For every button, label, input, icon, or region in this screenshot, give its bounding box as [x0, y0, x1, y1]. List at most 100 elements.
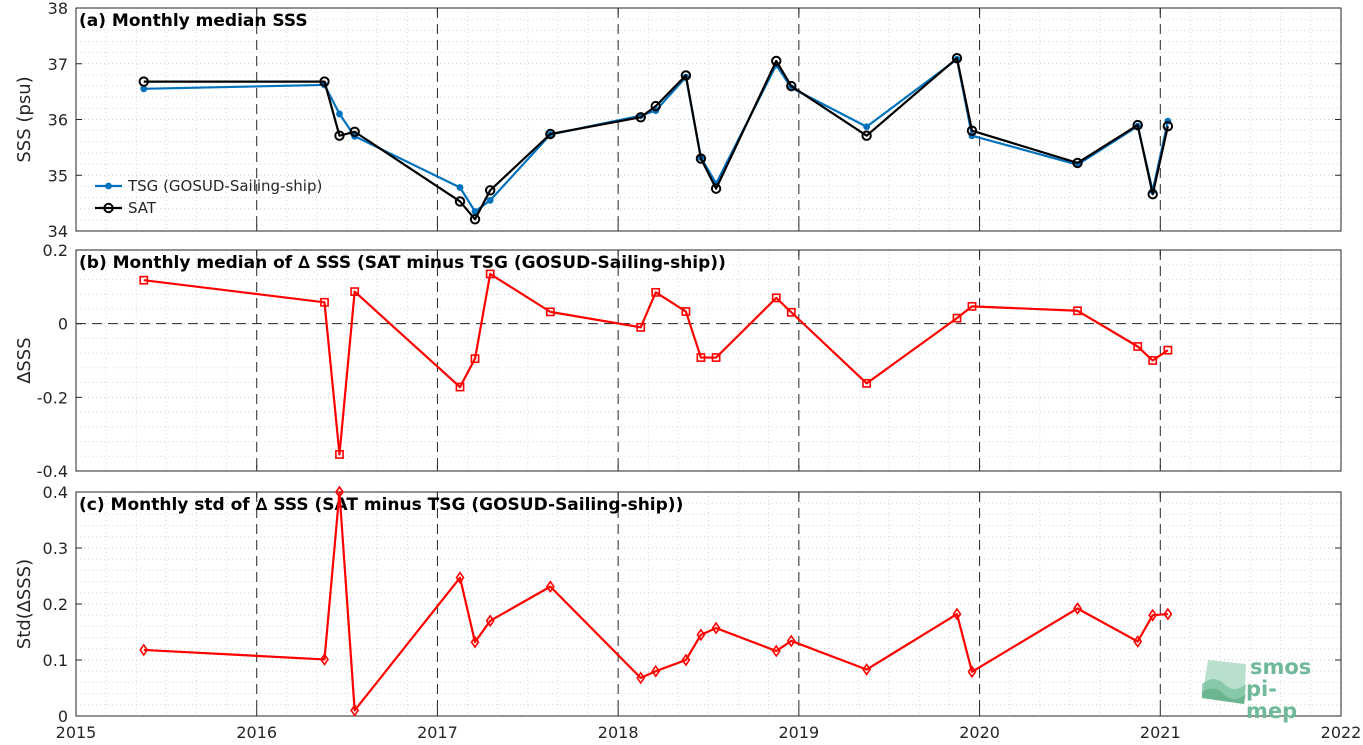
data-point — [320, 653, 329, 666]
data-point — [336, 110, 343, 118]
panel-title: (a) Monthly median SSS — [79, 11, 308, 31]
xtick-label: 2020 — [959, 723, 1000, 742]
y-axis-label: SSS (psu) — [14, 76, 35, 162]
ytick-label: 0.4 — [43, 483, 68, 502]
data-point — [349, 126, 360, 137]
data-point — [710, 183, 722, 194]
ytick-label: 0.2 — [43, 595, 68, 614]
data-point — [711, 353, 721, 362]
data-point — [771, 293, 781, 303]
data-point — [320, 297, 329, 307]
ytick-label: -0.2 — [37, 388, 68, 407]
series-line — [143, 57, 1169, 221]
legend-label: SAT — [128, 199, 157, 217]
data-point — [139, 275, 149, 285]
data-point — [862, 378, 872, 388]
xtick-label: 2017 — [417, 723, 458, 742]
data-point — [484, 185, 496, 196]
logo-waves-icon — [1202, 660, 1246, 704]
xtick-label: 2016 — [236, 723, 277, 742]
data-point — [1133, 342, 1143, 351]
legend-marker — [103, 202, 114, 214]
data-point — [455, 571, 465, 585]
data-point — [1163, 607, 1173, 621]
ytick-label: 0.2 — [43, 241, 68, 260]
xtick-label: 2015 — [56, 723, 97, 742]
ytick-label: 0.3 — [43, 539, 68, 558]
ytick-label: 0 — [58, 707, 68, 726]
ytick-label: 35 — [48, 166, 68, 185]
data-point — [967, 665, 977, 679]
data-point — [454, 196, 466, 207]
series-sat — [138, 52, 1174, 225]
data-point — [651, 664, 661, 678]
data-point — [455, 382, 465, 392]
xtick-label: 2019 — [778, 723, 819, 742]
data-point — [862, 663, 872, 676]
data-point — [139, 643, 149, 657]
data-point — [681, 653, 691, 667]
smos-pi-mep-logo: smos pi-mep — [1198, 654, 1318, 722]
data-point — [456, 184, 464, 191]
ytick-label: -0.4 — [37, 462, 68, 481]
data-point — [967, 301, 977, 311]
data-point — [334, 130, 345, 141]
data-point — [1132, 119, 1143, 131]
data-point — [471, 208, 479, 215]
data-point — [636, 322, 646, 332]
data-point — [635, 112, 646, 123]
data-point — [650, 100, 661, 112]
series-line — [143, 272, 1169, 456]
data-point — [861, 130, 872, 141]
data-point — [350, 704, 360, 717]
legend-label: TSG (GOSUD-Sailing-ship) — [127, 177, 322, 195]
ytick-label: 36 — [48, 111, 68, 130]
legend-marker — [105, 182, 112, 190]
data-point — [138, 76, 149, 87]
data-point — [1162, 120, 1174, 132]
logo-text-pi-mep: pi-mep — [1246, 677, 1298, 723]
ytick-label: 34 — [48, 222, 68, 241]
y-axis-label: Std(∆SSS) — [14, 559, 35, 649]
ytick-label: 38 — [48, 0, 68, 18]
data-point — [1133, 635, 1143, 648]
data-point — [350, 287, 360, 297]
axes-box — [75, 249, 1342, 472]
data-point — [469, 214, 481, 225]
data-point — [651, 287, 661, 297]
data-point — [1148, 356, 1158, 365]
series-panel-b — [139, 269, 1173, 459]
data-point — [1163, 345, 1173, 355]
data-point — [636, 671, 646, 685]
data-point — [545, 307, 555, 317]
data-point — [485, 614, 495, 628]
data-point — [1148, 608, 1158, 622]
data-point — [863, 123, 871, 131]
panel-title: (b) Monthly median of ∆ SSS (SAT minus T… — [79, 253, 726, 273]
y-axis-label: ∆SSS — [14, 337, 35, 384]
data-point — [1147, 189, 1158, 200]
data-point — [696, 353, 706, 362]
ytick-label: 37 — [48, 55, 68, 74]
data-point — [711, 621, 721, 635]
data-point — [951, 52, 963, 64]
series-line — [143, 490, 1168, 712]
panel-b: -0.4 -0.2 0 0.2 ∆SSS (b) Monthly median of ∆ … — [14, 241, 1342, 481]
data-point — [771, 55, 782, 67]
data-point — [1072, 157, 1083, 169]
data-point — [786, 80, 797, 92]
legend: TSG (GOSUD-Sailing-ship) SAT — [95, 177, 322, 217]
data-point — [470, 354, 480, 364]
data-point — [485, 269, 495, 279]
data-point — [140, 85, 148, 93]
data-point — [1073, 602, 1082, 615]
data-point — [545, 128, 556, 140]
logo-text-smos: smos — [1250, 655, 1312, 679]
ytick-label: 0 — [58, 315, 68, 334]
data-point — [771, 644, 781, 658]
data-point — [486, 196, 494, 204]
data-point — [1073, 306, 1082, 316]
data-point — [335, 485, 344, 499]
xtick-label: 2018 — [598, 723, 639, 742]
